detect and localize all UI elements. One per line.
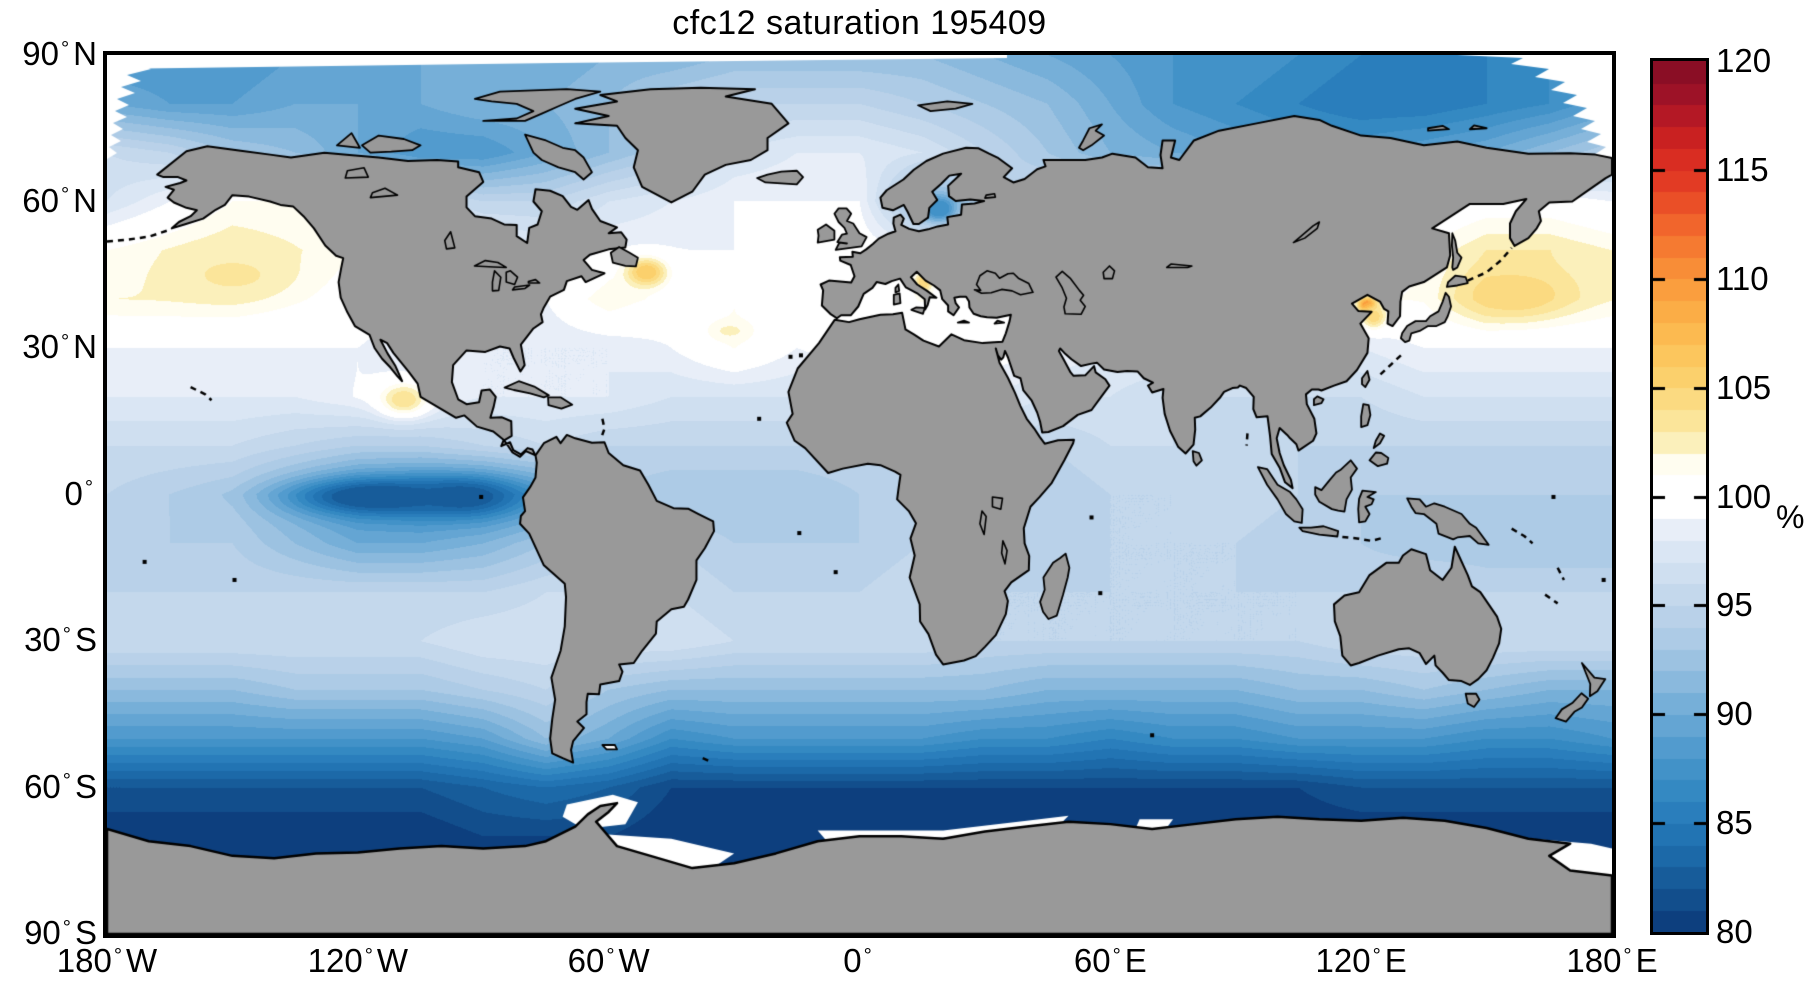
colorbar-tick-label: 95 <box>1716 586 1753 624</box>
lat-tick-label: 90° S <box>24 914 97 952</box>
map-plot-frame <box>103 51 1616 938</box>
colorbar-tick-label: 105 <box>1716 368 1772 406</box>
colorbar-canvas <box>1653 61 1706 932</box>
colorbar-tick-label: 110 <box>1716 259 1769 297</box>
colorbar-tick-label: 90 <box>1716 695 1753 733</box>
colorbar-unit-label: % <box>1776 499 1805 535</box>
lon-tick-label: 120° E <box>1315 942 1407 979</box>
lat-tick-label: 0° <box>64 474 93 512</box>
colorbar-tick-label: 80 <box>1716 913 1753 950</box>
lon-tick-label: 0° <box>843 942 872 979</box>
colorbar-tick-label: 115 <box>1716 150 1769 188</box>
lon-tick-label: 180° W <box>56 942 158 979</box>
page-title: cfc12 saturation 195409 <box>672 4 1047 42</box>
world-heatmap-canvas <box>107 55 1612 934</box>
lat-tick-label: 60° N <box>22 181 97 219</box>
lat-tick-label: 90° N <box>22 35 97 73</box>
colorbar-tick-label: 120 <box>1716 42 1772 79</box>
colorbar-tick-label: 100 <box>1716 477 1772 515</box>
lon-tick-label: 60° E <box>1073 942 1147 979</box>
lon-tick-label: 60° W <box>567 942 650 979</box>
lat-tick-label: 30° S <box>24 621 97 659</box>
colorbar-tick-label: 85 <box>1716 804 1753 842</box>
lon-tick-label: 180° E <box>1566 942 1658 979</box>
lat-tick-label: 60° S <box>24 767 97 805</box>
colorbar-frame <box>1650 58 1709 935</box>
lat-tick-label: 30° N <box>22 328 97 366</box>
lon-tick-label: 120° W <box>307 942 409 979</box>
